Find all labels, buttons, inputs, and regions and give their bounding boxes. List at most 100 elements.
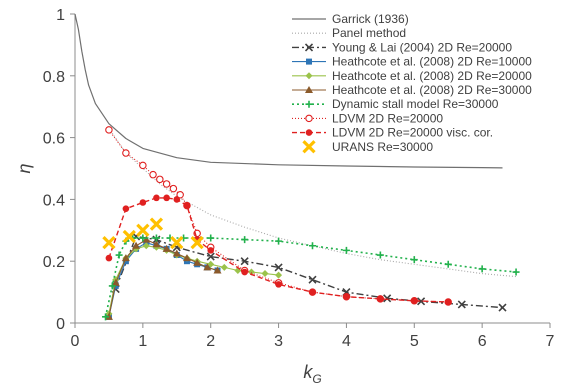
data-point [478,265,486,273]
data-point [182,254,191,262]
legend-item: Heathcote et al. (2008) 2D Re=20000 [292,69,532,83]
series-8 [105,194,452,306]
data-point [342,246,350,254]
data-point [152,240,161,248]
data-point [512,268,520,276]
x-tick-label: 0 [71,333,80,350]
data-point [213,266,222,274]
data-point [203,263,212,271]
data-point [240,257,249,266]
legend-swatch-marker [304,43,314,52]
legend-label: URANS Re=30000 [332,140,433,154]
data-point [444,260,452,268]
series-5 [104,235,222,320]
data-point [122,229,136,244]
data-point [169,184,178,193]
x-tick-label: 6 [478,333,487,350]
series-6 [102,234,520,321]
legend-label: Heathcote et al. (2008) 2D Re=10000 [332,55,532,69]
data-point [156,175,164,184]
data-point [190,236,204,250]
data-point [417,297,426,306]
data-point [275,237,283,245]
y-tick-label: 0.8 [43,69,65,86]
data-point [193,258,202,266]
data-point [105,254,113,262]
data-point [162,180,171,188]
x-axis-title-subscript: G [312,372,321,386]
x-tick-label: 4 [342,333,351,350]
x-tick-label: 5 [410,333,419,350]
y-tick-label: 1 [56,7,65,24]
legend-label: Heathcote et al. (2008) 2D Re=30000 [332,83,532,97]
data-point [122,149,130,157]
data-point [162,244,171,252]
data-point [220,263,228,271]
data-point [139,161,147,170]
y-tick-label: 0 [56,316,65,333]
legend-swatch-marker [305,129,313,136]
data-point [170,236,184,250]
data-point [132,241,141,249]
series-0 [74,13,503,169]
data-point [241,236,249,244]
data-point [410,256,418,264]
x-tick-label: 2 [206,333,215,350]
legend-label: Dynamic stall model Re=30000 [332,97,499,111]
data-point [247,268,255,276]
series-layer [74,13,520,321]
legend-item: Heathcote et al. (2008) 2D Re=10000 [292,55,532,69]
data-point [377,295,384,303]
legend-item: LDVM 2D Re=20000 [292,111,443,125]
axes: 0 1 2 3 4 5 6 7 0 0.2 0.4 0.6 0.8 1 [43,7,555,350]
legend-label: LDVM 2D Re=20000 visc. cor. [332,126,493,140]
series-line [74,13,503,169]
legend-swatch-marker [305,100,313,108]
data-point [457,300,466,309]
data-point [207,234,215,242]
data-point [136,223,150,237]
data-point [275,271,283,279]
series-9 [102,217,204,250]
data-point [163,194,170,202]
y-tick-label: 0.6 [43,131,65,148]
data-point [102,313,110,321]
legend-label: Young & Lai (2004) 2D Re=20000 [332,40,512,54]
legend-swatch-marker [302,140,316,154]
data-point [176,191,184,199]
data-point [498,303,507,312]
legend-item: URANS Re=30000 [302,140,433,154]
x-tick-label: 3 [274,333,283,350]
x-axis-title-main: k [303,362,313,382]
legend-swatch-marker [305,114,313,123]
x-tick-label: 7 [546,333,555,350]
data-point [149,217,164,231]
data-point [376,251,384,259]
data-point [139,199,147,206]
y-axis-title: η [14,164,34,174]
legend-item: Young & Lai (2004) 2D Re=20000 [292,40,512,54]
data-point [309,242,316,250]
legend-swatch-marker [306,58,312,65]
data-point [142,242,150,250]
legend-item: Panel method [292,26,406,40]
data-point [343,293,350,301]
data-point [153,194,160,202]
data-point [173,196,181,203]
data-point [139,234,147,242]
data-point [111,278,120,286]
data-point [102,236,116,250]
data-point [308,275,317,284]
legend-item: Heathcote et al. (2008) 2D Re=30000 [292,83,532,97]
data-point [206,252,215,261]
data-point [410,297,418,305]
data-point [241,268,248,276]
data-point [121,254,130,262]
legend-item: Garrick (1936) [292,12,409,26]
data-point [274,263,283,272]
data-point [207,260,215,268]
data-point [108,282,116,290]
data-point [142,235,151,243]
legend-label: LDVM 2D Re=20000 [332,111,443,125]
